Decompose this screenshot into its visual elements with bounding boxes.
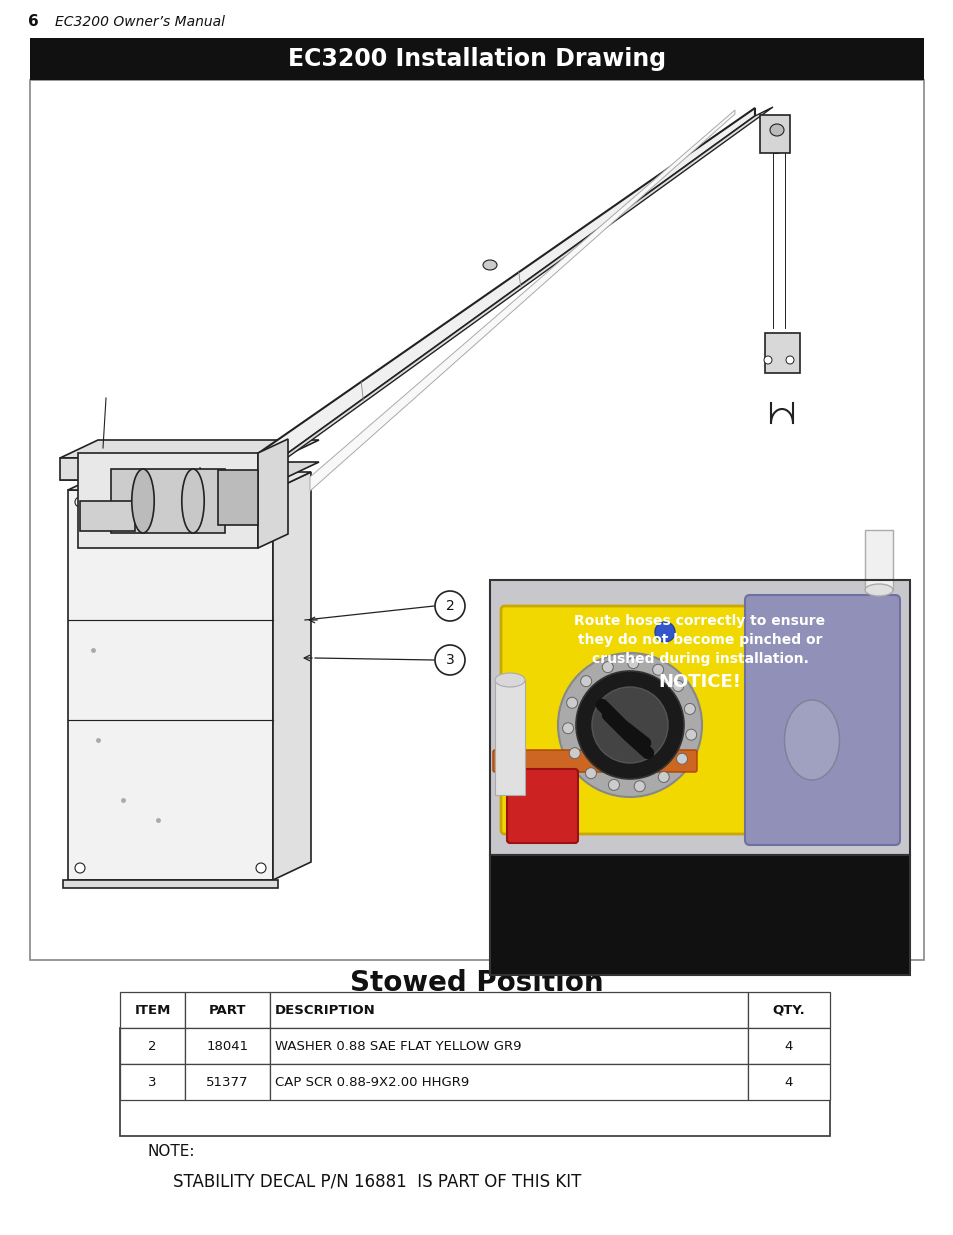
Polygon shape bbox=[273, 472, 311, 881]
Ellipse shape bbox=[182, 469, 204, 534]
Polygon shape bbox=[60, 462, 318, 480]
Bar bbox=[747, 1028, 829, 1065]
Circle shape bbox=[255, 863, 266, 873]
Ellipse shape bbox=[495, 673, 524, 687]
Bar bbox=[30, 38, 923, 80]
Text: Route hoses correctly to ensure
they do not become pinched or
crushed during ins: Route hoses correctly to ensure they do … bbox=[574, 614, 824, 667]
Circle shape bbox=[435, 645, 464, 676]
Bar bbox=[68, 490, 273, 881]
Circle shape bbox=[566, 698, 577, 709]
Polygon shape bbox=[257, 438, 288, 548]
FancyBboxPatch shape bbox=[744, 595, 899, 845]
Circle shape bbox=[435, 592, 464, 621]
Polygon shape bbox=[310, 110, 734, 492]
FancyBboxPatch shape bbox=[493, 750, 697, 772]
Text: 4: 4 bbox=[784, 1076, 792, 1088]
Circle shape bbox=[658, 772, 669, 783]
Text: ITEM: ITEM bbox=[134, 1004, 171, 1016]
Circle shape bbox=[592, 687, 667, 763]
Circle shape bbox=[683, 704, 695, 715]
Circle shape bbox=[75, 863, 85, 873]
Circle shape bbox=[608, 779, 618, 790]
Circle shape bbox=[558, 653, 701, 797]
Polygon shape bbox=[230, 107, 772, 495]
Bar bbox=[78, 453, 257, 548]
FancyBboxPatch shape bbox=[506, 769, 578, 844]
Bar bbox=[63, 881, 277, 888]
Text: 2: 2 bbox=[445, 599, 454, 613]
Ellipse shape bbox=[864, 584, 892, 597]
Bar bbox=[495, 680, 524, 795]
Text: PART: PART bbox=[209, 1004, 246, 1016]
Bar bbox=[218, 471, 257, 525]
Bar bbox=[270, 1065, 747, 1100]
Circle shape bbox=[585, 768, 596, 779]
Text: STABILITY DECAL P/N 16881  IS PART OF THIS KIT: STABILITY DECAL P/N 16881 IS PART OF THI… bbox=[172, 1173, 580, 1191]
Bar bbox=[270, 1028, 747, 1065]
Bar bbox=[185, 992, 270, 1028]
Bar bbox=[60, 458, 281, 480]
Circle shape bbox=[655, 622, 675, 642]
Bar bbox=[30, 80, 923, 960]
Circle shape bbox=[255, 496, 266, 508]
Text: 6: 6 bbox=[28, 15, 39, 30]
Circle shape bbox=[676, 753, 687, 764]
Circle shape bbox=[627, 657, 639, 668]
Bar bbox=[760, 115, 789, 153]
Ellipse shape bbox=[783, 700, 839, 781]
Bar bbox=[185, 1028, 270, 1065]
Bar bbox=[747, 1065, 829, 1100]
Bar bbox=[120, 1028, 829, 1136]
Circle shape bbox=[601, 662, 613, 673]
Circle shape bbox=[569, 747, 579, 758]
Text: Stowed Position: Stowed Position bbox=[350, 969, 603, 997]
Text: 4: 4 bbox=[784, 1040, 792, 1052]
Ellipse shape bbox=[482, 261, 497, 270]
Text: CAP SCR 0.88-9X2.00 HHGR9: CAP SCR 0.88-9X2.00 HHGR9 bbox=[274, 1076, 469, 1088]
Bar bbox=[270, 992, 747, 1028]
Bar bbox=[490, 855, 909, 974]
Circle shape bbox=[685, 729, 696, 740]
Circle shape bbox=[562, 722, 573, 734]
Circle shape bbox=[75, 496, 85, 508]
Bar bbox=[80, 501, 135, 531]
Circle shape bbox=[672, 680, 683, 692]
Polygon shape bbox=[68, 472, 311, 490]
Text: 18041: 18041 bbox=[206, 1040, 249, 1052]
Text: 51377: 51377 bbox=[206, 1076, 249, 1088]
Ellipse shape bbox=[769, 124, 783, 136]
Bar bbox=[490, 580, 909, 974]
Text: NOTICE!: NOTICE! bbox=[658, 673, 740, 692]
Ellipse shape bbox=[132, 469, 154, 534]
Bar bbox=[120, 1028, 185, 1065]
Text: 2: 2 bbox=[148, 1040, 156, 1052]
Circle shape bbox=[576, 671, 683, 779]
Bar bbox=[120, 1065, 185, 1100]
Polygon shape bbox=[230, 107, 754, 495]
Text: 3: 3 bbox=[148, 1076, 156, 1088]
Polygon shape bbox=[60, 440, 318, 458]
Circle shape bbox=[652, 664, 663, 676]
Text: 3: 3 bbox=[445, 653, 454, 667]
Text: EC3200 Owner’s Manual: EC3200 Owner’s Manual bbox=[55, 15, 225, 28]
Text: QTY.: QTY. bbox=[772, 1004, 804, 1016]
Bar bbox=[185, 1065, 270, 1100]
Bar bbox=[490, 580, 909, 855]
FancyBboxPatch shape bbox=[500, 606, 748, 834]
Bar bbox=[111, 469, 225, 534]
Text: DESCRIPTION: DESCRIPTION bbox=[274, 1004, 375, 1016]
Circle shape bbox=[634, 781, 644, 792]
Circle shape bbox=[785, 356, 793, 364]
Text: NOTE:: NOTE: bbox=[148, 1145, 195, 1160]
Bar bbox=[490, 580, 909, 855]
Bar bbox=[764, 333, 800, 373]
Bar bbox=[747, 992, 829, 1028]
Bar bbox=[120, 992, 185, 1028]
Text: EC3200 Installation Drawing: EC3200 Installation Drawing bbox=[288, 47, 665, 70]
Text: WASHER 0.88 SAE FLAT YELLOW GR9: WASHER 0.88 SAE FLAT YELLOW GR9 bbox=[274, 1040, 521, 1052]
Circle shape bbox=[763, 356, 771, 364]
Bar bbox=[864, 530, 892, 590]
Circle shape bbox=[580, 676, 591, 687]
